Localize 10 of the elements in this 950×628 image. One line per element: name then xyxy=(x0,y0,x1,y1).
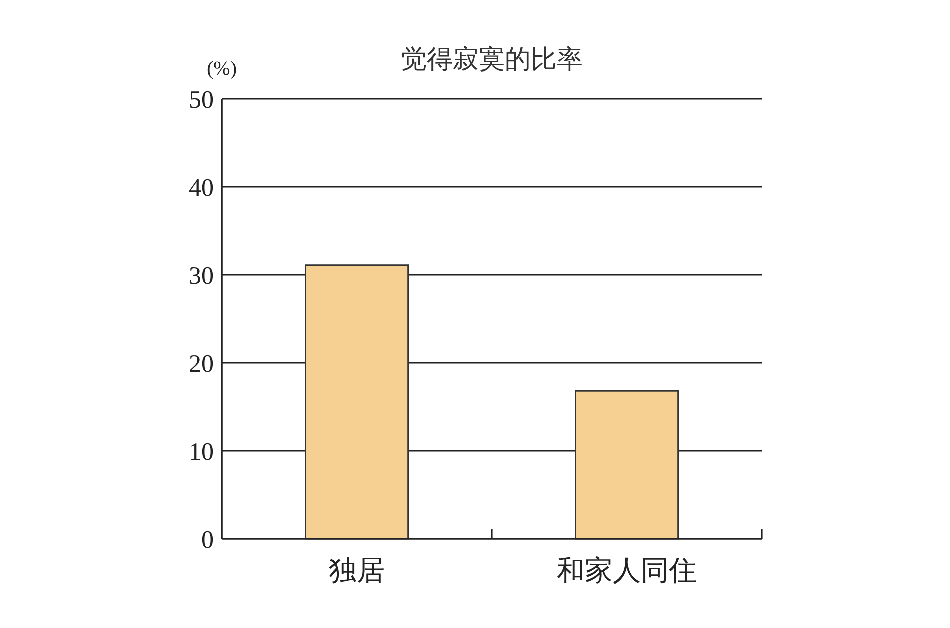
y-tick-label: 10 xyxy=(189,439,214,466)
y-tick-label: 30 xyxy=(189,263,214,290)
y-tick-label: 0 xyxy=(202,527,214,554)
x-tick-label: 和家人同住 xyxy=(557,554,697,587)
y-tick-label: 40 xyxy=(189,175,214,202)
chart-title: 觉得寂寞的比率 xyxy=(401,45,583,75)
y-tick-label: 50 xyxy=(189,87,214,114)
y-tick-label: 20 xyxy=(189,351,214,378)
x-tick-label: 独居 xyxy=(329,554,385,587)
y-axis-title: (%) xyxy=(207,58,237,80)
